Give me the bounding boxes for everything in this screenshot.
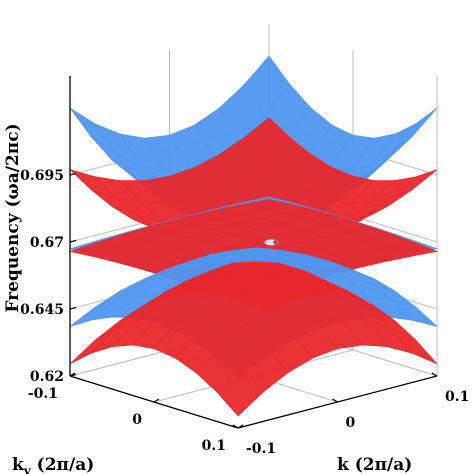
band-surface-6-red [69,261,438,417]
ky-title-rest: (2π/a) [31,455,95,474]
kx-tick-mark [431,372,438,377]
ky-tick-label-1: 0 [132,412,142,428]
svg-text:ky (2π/a): ky (2π/a) [12,455,94,474]
kx-axis-title: k (2π/a) [337,455,412,474]
ky-tick-labels: -0.1 0 0.1 [28,372,244,454]
ky-tick-label-0: -0.1 [28,386,58,402]
z-tick-mark [69,172,77,176]
dirac-point-marker [264,239,279,246]
kx-tick-label-0: -0.1 [246,441,276,457]
ky-tick-label-2: 0.1 [202,438,226,454]
ky-axis-line [69,375,239,429]
kx-axis-line [237,375,438,429]
z-tick-label-0: 0.62 [30,369,64,385]
ky-tick-mark [69,372,76,377]
dirac-point-red [273,240,278,245]
z-tick-mark [69,239,77,243]
chart-axes: 0.62 0.645 0.67 0.695 -0.1 0 0.1 -0.1 0 0.1 [20,75,469,457]
kx-tick-mark [332,398,338,403]
z-tick-label-2: 0.67 [30,235,64,251]
ky-tick-mark [153,398,160,403]
z-tick-mark [69,306,77,310]
kx-tick-label-2: 0.1 [445,389,469,405]
kx-tick-label-1: 0 [346,415,356,431]
surface-patch [216,366,264,417]
band-surfaces [68,55,439,417]
z-tick-label-1: 0.645 [20,302,64,318]
surface-patch [390,107,438,155]
ky-axis-title: ky (2π/a) [12,455,94,474]
z-tick-label-3: 0.695 [20,168,64,184]
kx-tick-labels: -0.1 0 0.1 [232,372,469,457]
z-axis-title: Frequency (ωa/2πc) [3,123,23,312]
z-tick-labels: 0.62 0.645 0.67 0.695 [20,168,77,385]
ky-subscript: y [23,464,32,474]
